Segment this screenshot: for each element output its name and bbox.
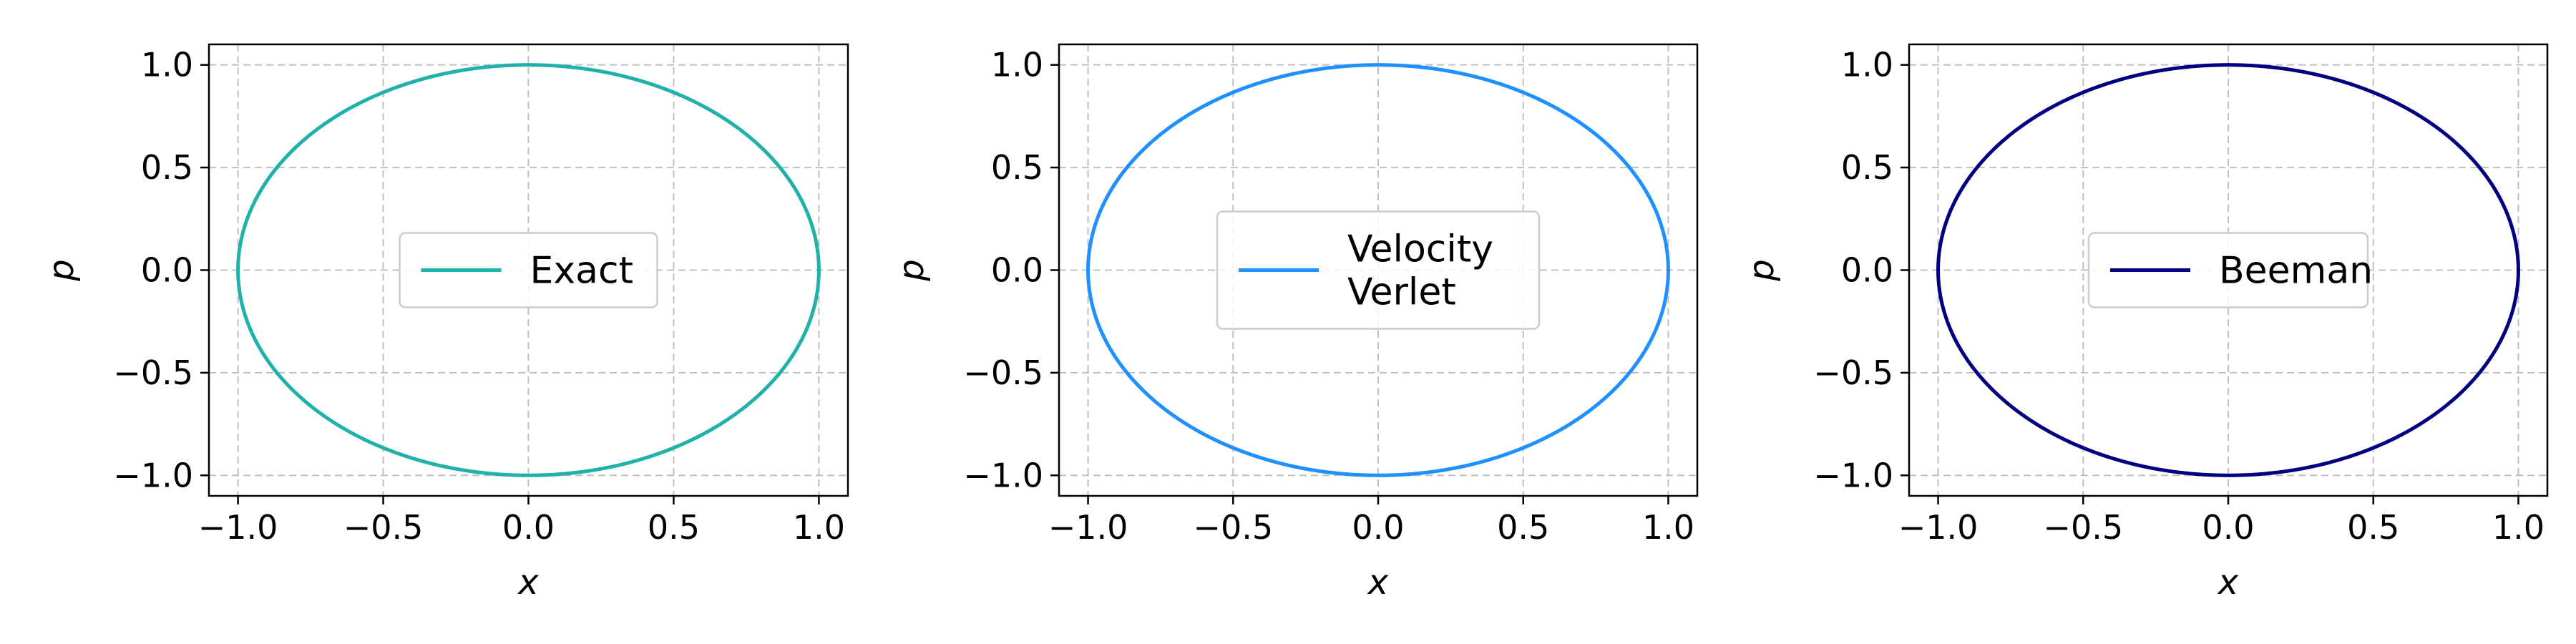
x-tick-label: −1.0	[198, 508, 278, 547]
legend-label: Beeman	[2219, 250, 2373, 293]
x-tick-label: 0.5	[2347, 508, 2399, 547]
legend-box	[399, 232, 658, 308]
y-axis-label: p	[892, 259, 932, 281]
y-tick-label: −0.5	[113, 353, 193, 392]
series-line-beeman	[1936, 63, 2520, 477]
x-tick-label: 0.0	[502, 508, 555, 547]
x-tick-label: 0.5	[648, 508, 700, 547]
legend-box	[2087, 232, 2369, 308]
x-tick-label: −0.5	[1193, 508, 1273, 547]
y-tick-label: 1.0	[1841, 46, 1893, 84]
x-tick-label: −0.5	[2043, 508, 2123, 547]
x-axis-label: x	[1367, 562, 1389, 602]
x-tick-label: −1.0	[1048, 508, 1128, 547]
series-line-exact	[236, 63, 821, 477]
y-axis-label: p	[1742, 259, 1782, 281]
y-tick-label: 0.5	[991, 148, 1043, 187]
legend: Beeman	[2087, 232, 2373, 308]
y-tick-label: 0.0	[991, 251, 1043, 290]
y-tick-label: 0.0	[1841, 251, 1893, 290]
x-tick-label: 1.0	[793, 508, 845, 547]
series-line-velocity-verlet	[1086, 63, 1670, 477]
subplot-1: −1.0 −0.5 0.0 0.5 1.0 −1.0 −0.5 0.0 0.5 1.0 x p Exac…	[42, 43, 849, 602]
subplot-2: −1.0 −0.5 0.0 0.5 1.0 −1.0 −0.5 0.0 0.5 1.0 x p Velo…	[892, 43, 1699, 602]
y-tick-label: −1.0	[113, 456, 193, 494]
x-axis-label: x	[517, 562, 539, 602]
x-tick-label: 0.0	[1352, 508, 1404, 547]
y-tick-label: 1.0	[991, 46, 1043, 84]
x-tick-label: −1.0	[1898, 508, 1979, 547]
y-tick-label: −0.5	[963, 353, 1043, 392]
y-tick-label: 1.0	[141, 46, 193, 84]
y-tick-label: 0.5	[1841, 148, 1893, 187]
x-axis-label: x	[2217, 562, 2239, 602]
x-tick-label: −0.5	[343, 508, 424, 547]
y-tick-label: −1.0	[963, 456, 1043, 494]
x-tick-label: 0.5	[1497, 508, 1549, 547]
legend-box	[1216, 210, 1541, 330]
y-tick-label: −1.0	[1813, 456, 1893, 494]
x-tick-label: 1.0	[1642, 508, 1694, 547]
y-tick-label: 0.5	[141, 148, 193, 187]
legend-label: Exact	[530, 250, 633, 293]
legend-label: Verlet	[1347, 271, 1456, 314]
x-tick-label: 0.0	[2202, 508, 2254, 547]
legend-label: Velocity	[1347, 228, 1493, 271]
x-tick-label: 1.0	[2492, 508, 2545, 547]
y-axis-label: p	[42, 259, 82, 281]
subplot-3: −1.0 −0.5 0.0 0.5 1.0 −1.0 −0.5 0.0 0.5 1.0 x p Beem…	[1742, 43, 2549, 602]
legend: Exact	[399, 232, 658, 308]
y-tick-label: −0.5	[1813, 353, 1893, 392]
y-tick-label: 0.0	[141, 251, 193, 290]
